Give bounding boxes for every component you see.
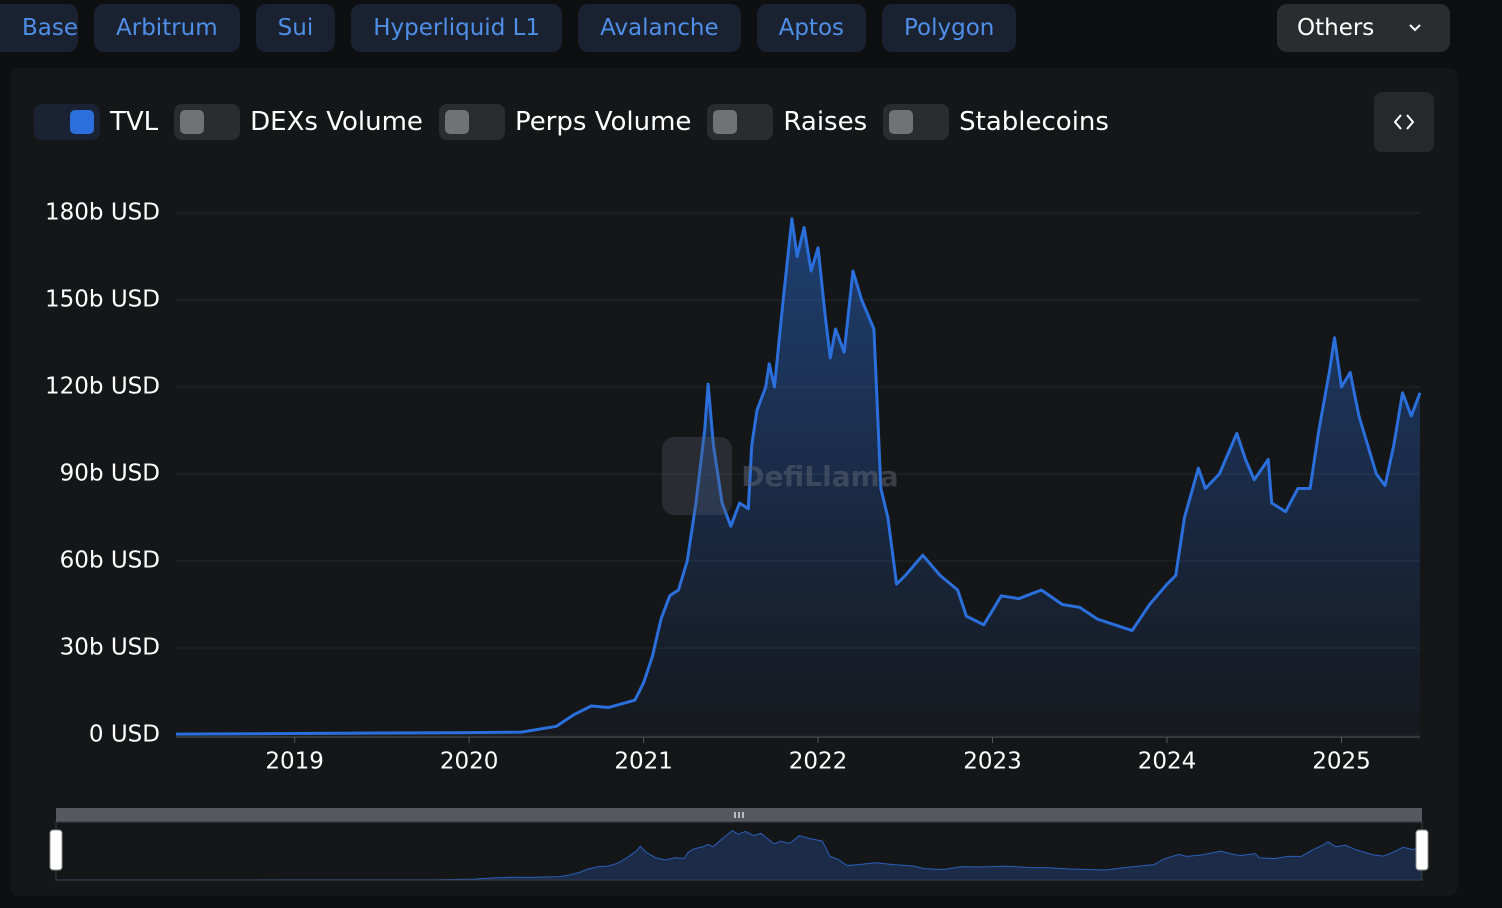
x-tick-label: 2024 (1138, 749, 1197, 775)
metric-toggle[interactable]: Perps Volume (438, 104, 692, 140)
chain-tabs: Base Arbitrum Sui Hyperliquid L1 Avalanche Ap… (0, 4, 1017, 52)
brush-handle[interactable] (1415, 829, 1429, 871)
chain-tab[interactable]: Avalanche (578, 4, 741, 52)
x-tick-label: 2019 (265, 749, 324, 775)
dropdown-label: Others (1297, 15, 1375, 41)
x-tick-label: 2022 (789, 749, 848, 775)
toggle-switch (883, 104, 950, 140)
metric-toggle[interactable]: Raises (707, 104, 867, 140)
y-tick-label: 180b USD (45, 200, 160, 226)
chain-tab[interactable]: Base (0, 4, 79, 52)
tvl-area (176, 218, 1420, 736)
toggle-label: Stablecoins (959, 107, 1109, 137)
x-tick-label: 2025 (1312, 749, 1371, 775)
y-tick-label: 120b USD (45, 374, 160, 400)
watermark: DefiLlama (741, 460, 898, 493)
brush-preview (55, 829, 1423, 881)
toggle-knob (713, 110, 738, 134)
embed-button[interactable] (1374, 92, 1434, 152)
others-dropdown[interactable]: Others (1277, 4, 1450, 52)
chain-tab[interactable]: Polygon (882, 4, 1017, 52)
brush-handle[interactable] (49, 829, 63, 871)
toggle-label: TVL (110, 107, 159, 137)
toggle-switch (174, 104, 241, 140)
brush-grip (734, 812, 744, 818)
chain-tab[interactable]: Sui (255, 4, 336, 52)
toggle-knob (180, 110, 205, 134)
x-tick-label: 2020 (440, 749, 499, 775)
y-tick-label: 90b USD (60, 461, 160, 487)
toggle-knob (70, 110, 94, 134)
x-tick-label: 2023 (963, 749, 1022, 775)
tvl-line (175, 217, 1422, 736)
x-tick-label: 2021 (614, 749, 673, 775)
toggle-label: Raises (783, 107, 868, 137)
metric-toggle[interactable]: TVL (34, 104, 158, 140)
toggle-knob (444, 110, 469, 134)
y-tick-label: 60b USD (60, 548, 160, 574)
y-tick-label: 30b USD (60, 635, 160, 661)
chain-tab[interactable]: Hyperliquid L1 (351, 4, 563, 52)
chevron (1409, 24, 1421, 32)
y-tick-label: 150b USD (45, 287, 160, 313)
metric-toggle[interactable]: Stablecoins (883, 104, 1109, 140)
y-tick-label: 0 USD (89, 722, 160, 748)
toggle-switch (707, 104, 774, 140)
chain-tab[interactable]: Aptos (756, 4, 866, 52)
metric-toggle[interactable]: DEXs Volume (174, 104, 423, 140)
chain-tab[interactable]: Arbitrum (94, 4, 240, 52)
toggle-switch (34, 104, 100, 140)
watermark-logo (662, 437, 732, 515)
embed-icon (1393, 114, 1415, 130)
toggle-switch (438, 104, 505, 140)
toggle-label: Perps Volume (514, 107, 692, 137)
metric-toggles: TVL DEXs Volume Perps Volume Raises Stableco… (34, 104, 1109, 140)
toggle-knob (889, 110, 914, 134)
toggle-label: DEXs Volume (250, 107, 423, 137)
